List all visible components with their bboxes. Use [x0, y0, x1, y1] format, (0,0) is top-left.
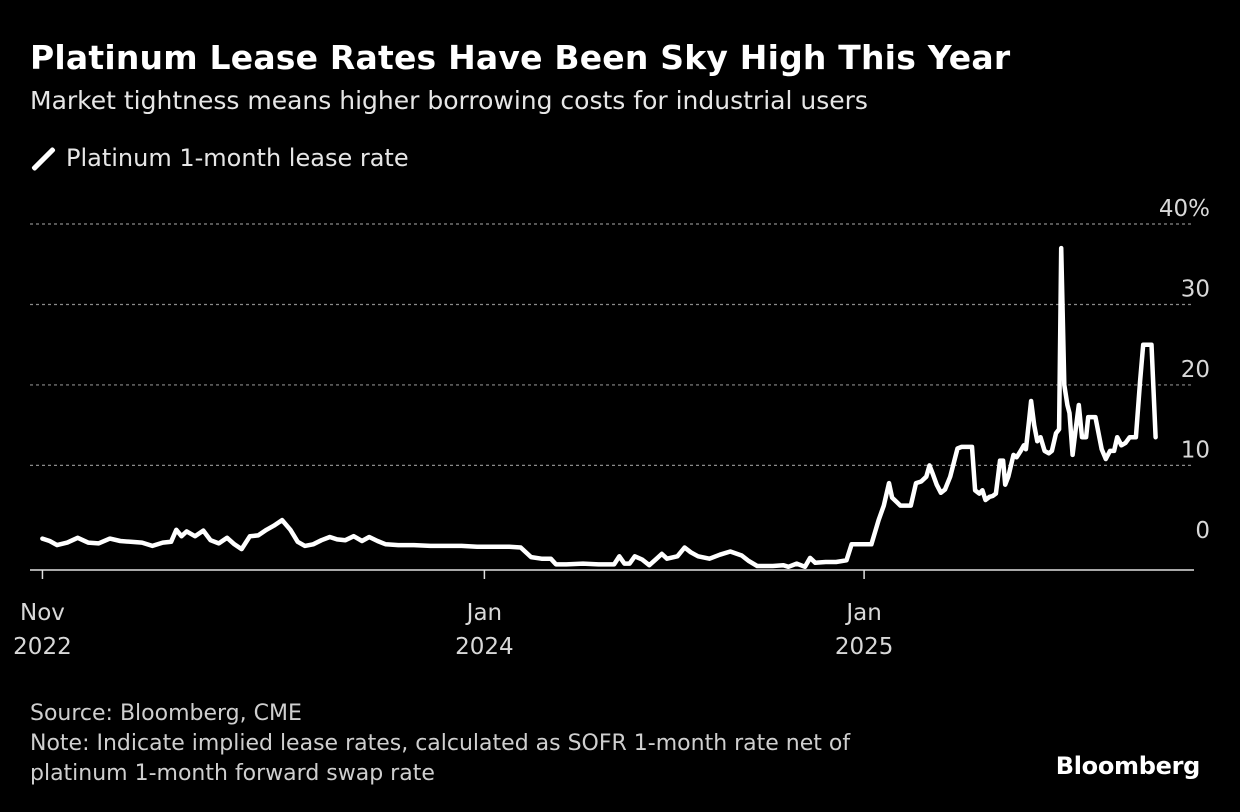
chart-footer: Source: Bloomberg, CME Note: Indicate im…: [30, 699, 850, 789]
y-tick-label: 30: [1181, 276, 1210, 302]
chart-subtitle: Market tightness means higher borrowing …: [30, 86, 868, 115]
series-line-platinum-lease-rate: [40, 245, 1158, 570]
method-note-line-1: Note: Indicate implied lease rates, calc…: [30, 731, 851, 756]
x-axis-ticks: Nov 2022 Jan 2024 Jan 2025: [13, 570, 893, 660]
x-tick-label-month: Jan: [844, 600, 881, 626]
y-tick-label: 20: [1181, 357, 1210, 383]
x-tick-label-month: Nov: [20, 600, 65, 626]
y-tick-label: 0: [1195, 518, 1210, 544]
y-tick-label: 10: [1181, 437, 1210, 463]
source-note: Source: Bloomberg, CME: [30, 701, 302, 726]
y-axis-ticks: 40% 30 20 10 0: [1159, 196, 1210, 544]
chart-title: Platinum Lease Rates Have Been Sky High …: [30, 38, 1011, 77]
bloomberg-logo: Bloomberg: [1055, 752, 1201, 780]
x-tick-label-year: 2022: [13, 634, 72, 660]
chart-legend: Platinum 1-month lease rate: [30, 143, 409, 173]
method-note-line-2: platinum 1-month forward swap rate: [30, 761, 435, 786]
x-tick-label-year: 2024: [455, 634, 514, 660]
legend-label: Platinum 1-month lease rate: [66, 144, 409, 172]
line-chart: 40% 30 20 10 0 Nov 2022 Jan 2024 Jan 2025: [13, 196, 1210, 660]
x-tick-label-year: 2025: [835, 634, 894, 660]
x-tick-label-month: Jan: [465, 600, 502, 626]
gridlines: [30, 223, 1194, 466]
y-tick-label: 40%: [1159, 196, 1210, 222]
